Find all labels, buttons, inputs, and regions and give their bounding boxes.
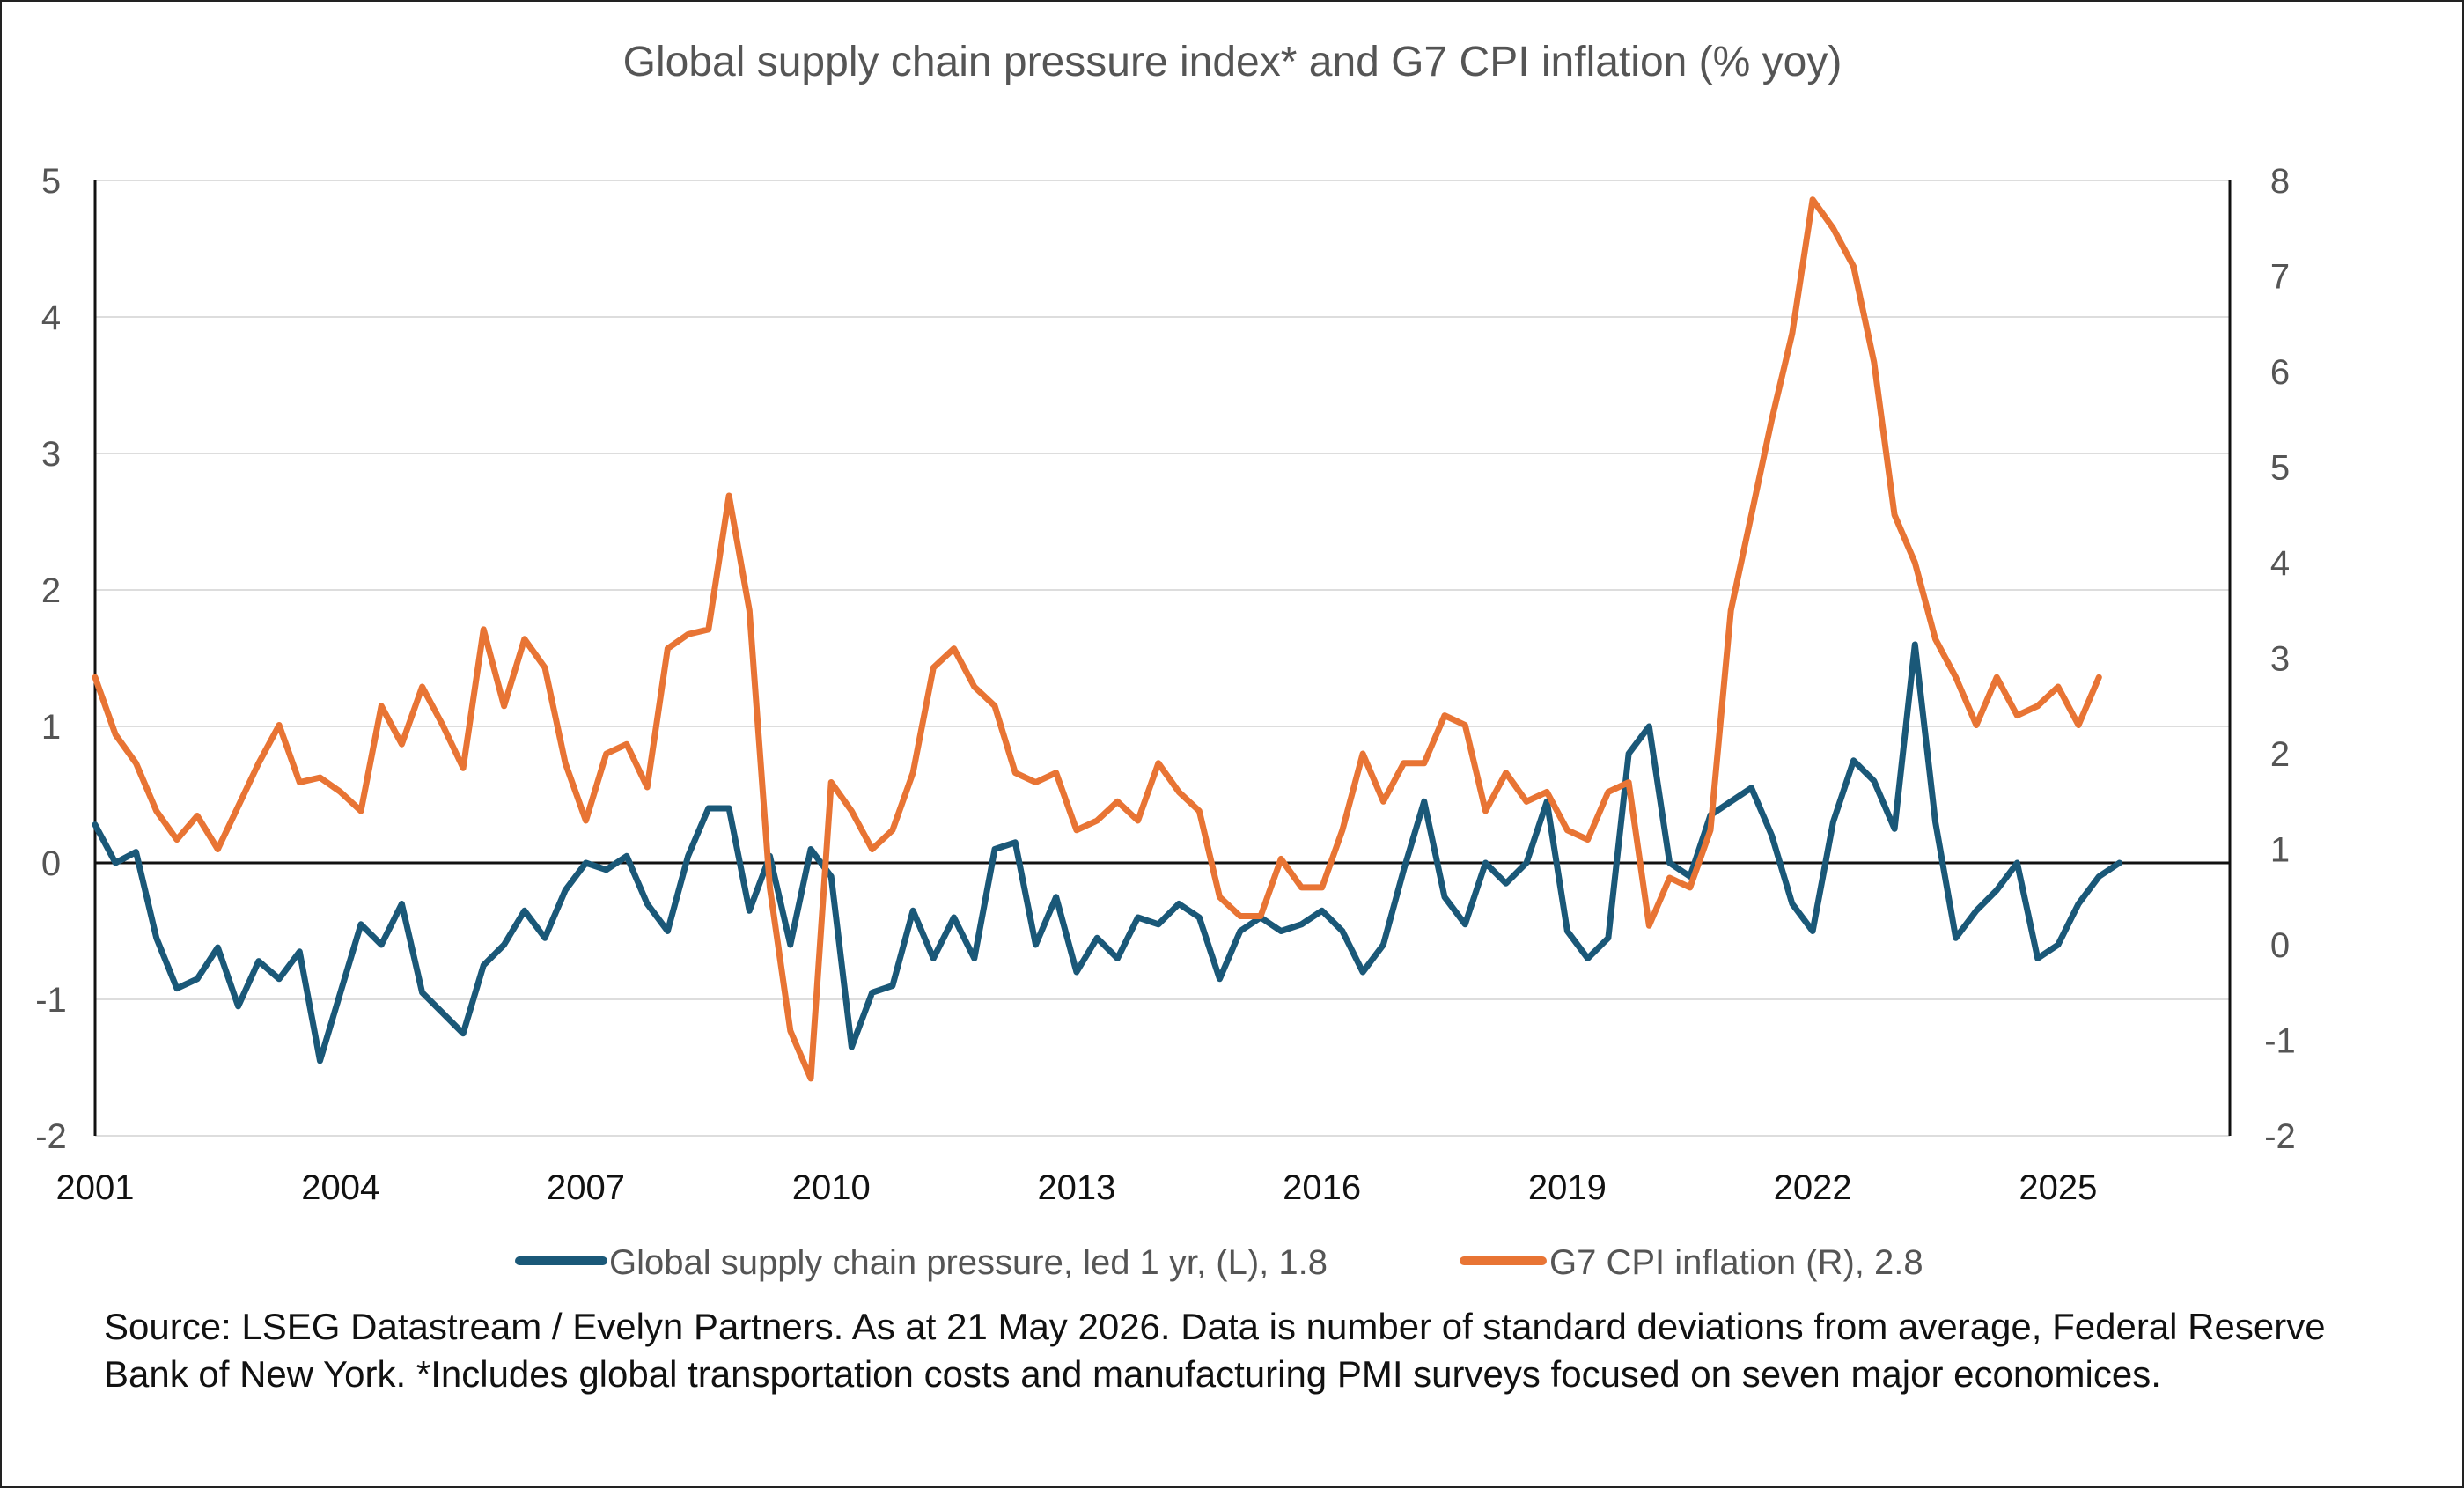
x-axis-ticks: 2001 2004 2007 2010 2013 2016 2019 2022 2025: [56, 1168, 2098, 1207]
series-line-supply-chain: [92, 641, 2123, 1064]
left-tick-label: 1: [41, 708, 61, 747]
legend-label-supply-chain: Global supply chain pressure, led 1 yr, …: [609, 1243, 1328, 1282]
right-tick-label: 4: [2270, 544, 2290, 583]
grid-lines: [95, 180, 2230, 1137]
right-tick-label: 3: [2270, 640, 2290, 679]
left-tick-label: 0: [41, 844, 61, 883]
x-tick-label: 2001: [56, 1168, 135, 1207]
x-tick-label: 2022: [1774, 1168, 1852, 1207]
right-tick-label: 7: [2270, 258, 2290, 297]
left-tick-label: -1: [35, 981, 67, 1020]
axes: [93, 180, 2232, 1136]
right-tick-label: 5: [2270, 449, 2290, 488]
chart-title: Global supply chain pressure index* and …: [623, 39, 1842, 85]
source-note: Source: LSEG Datastream / Evelyn Partner…: [104, 1306, 2326, 1395]
left-axis-ticks: 5 4 3 2 1 0 -1 -2: [35, 162, 67, 1156]
right-tick-label: 1: [2270, 831, 2290, 870]
x-tick-label: 2004: [301, 1168, 379, 1207]
x-tick-label: 2007: [547, 1168, 625, 1207]
left-tick-label: -2: [35, 1117, 67, 1156]
right-tick-label: -1: [2264, 1022, 2296, 1061]
right-tick-label: 2: [2270, 735, 2290, 774]
left-tick-label: 3: [41, 435, 61, 474]
x-tick-label: 2016: [1283, 1168, 1361, 1207]
x-tick-label: 2010: [792, 1168, 871, 1207]
right-tick-label: 0: [2270, 926, 2290, 965]
series-lines: [92, 196, 2123, 1082]
right-axis-ticks: 8 7 6 5 4 3 2 1 0 -1 -2: [2264, 162, 2296, 1156]
left-tick-label: 5: [41, 162, 61, 201]
x-tick-label: 2019: [1528, 1168, 1607, 1207]
x-tick-label: 2025: [2019, 1168, 2097, 1207]
right-tick-label: 8: [2270, 162, 2290, 201]
left-tick-label: 2: [41, 571, 61, 610]
legend: Global supply chain pressure, led 1 yr, …: [515, 1243, 1923, 1282]
legend-label-g7-cpi: G7 CPI inflation (R), 2.8: [1549, 1243, 1923, 1282]
series-line-g7-cpi: [92, 196, 2102, 1082]
right-tick-label: -2: [2264, 1117, 2296, 1156]
left-tick-label: 4: [41, 298, 61, 337]
x-tick-label: 2013: [1037, 1168, 1115, 1207]
right-tick-label: 6: [2270, 353, 2290, 392]
